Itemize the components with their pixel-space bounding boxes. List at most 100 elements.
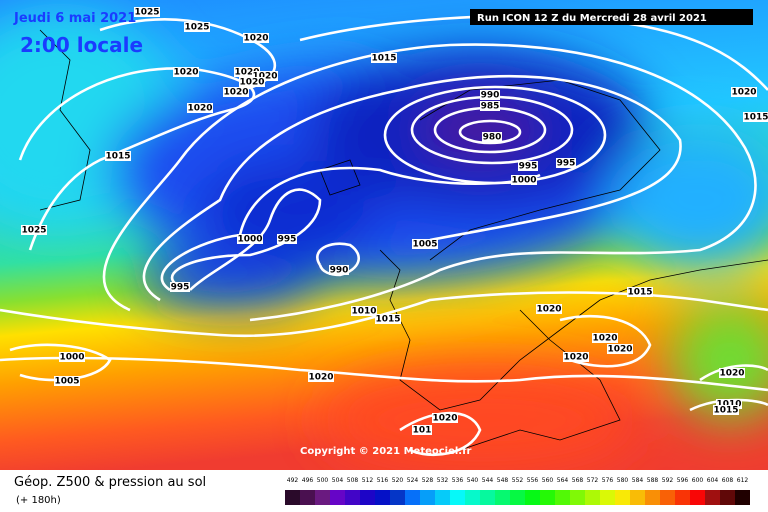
isobar-label-bg [607, 344, 633, 354]
scale-swatch [630, 490, 645, 505]
isobar-label: 995 [278, 235, 297, 245]
scale-label: 544 [482, 477, 494, 484]
scale-swatch [360, 490, 375, 505]
isobar-label: 1020 [536, 305, 561, 315]
isobar-label: 1025 [21, 226, 46, 236]
isobar-label-bg [170, 282, 190, 292]
scale-swatch [375, 490, 390, 505]
scale-label: 596 [677, 477, 689, 484]
scale-label: 520 [392, 477, 404, 484]
isobar-label-bg [480, 101, 500, 111]
scale-swatch [435, 490, 450, 505]
scale-label: 580 [617, 477, 629, 484]
isobar-label: 1020 [308, 373, 333, 383]
isobar-label: 1000 [511, 176, 536, 186]
isobar-label-bg [371, 53, 397, 63]
scale-swatch [285, 490, 300, 505]
copyright: Copyright © 2021 Meteociel.fr [300, 446, 471, 457]
scale-label: 560 [542, 477, 554, 484]
scale-swatch [540, 490, 555, 505]
scale-label: 528 [422, 477, 434, 484]
scale-label: 524 [407, 477, 419, 484]
scale-swatch [735, 490, 750, 505]
scale-swatch [480, 490, 495, 505]
isobar-label: 990 [481, 91, 500, 101]
scale-label: 612 [737, 477, 749, 484]
isobar-label: 1020 [173, 68, 198, 78]
isobar-label-bg [731, 87, 757, 97]
isobar-label: 990 [330, 266, 349, 276]
isobar-label: 995 [557, 159, 576, 169]
isobar-label-bg [243, 33, 269, 43]
scale-swatch [420, 490, 435, 505]
isobar-label: 1015 [627, 288, 652, 298]
isobar-label: 1020 [239, 78, 264, 88]
isobar-label: 1020 [252, 72, 277, 82]
isobar-label-bg [412, 425, 432, 435]
isobar-label-bg [105, 151, 131, 161]
scale-swatch [345, 490, 360, 505]
scale-swatch [300, 490, 315, 505]
isobar-label: 101 [413, 426, 432, 436]
scale-swatch [390, 490, 405, 505]
scale-label: 504 [332, 477, 344, 484]
isobar-label: 1005 [412, 240, 437, 250]
isobar-label-bg [234, 67, 260, 77]
isobar-label-bg [173, 67, 199, 77]
isobar-label: 1020 [432, 414, 457, 424]
isobar-label: 1025 [134, 8, 159, 18]
scale-swatch [600, 490, 615, 505]
isobar-label-bg [375, 314, 401, 324]
product-title: Géop. Z500 & pression au sol [14, 475, 206, 490]
isobar-label-bg [713, 405, 739, 415]
scale-label: 500 [317, 477, 329, 484]
isobar-label: 1015 [371, 54, 396, 64]
scale-swatch [705, 490, 720, 505]
scale-label: 568 [572, 477, 584, 484]
scale-swatch [675, 490, 690, 505]
scale-swatch [660, 490, 675, 505]
color-scale: 492 496 500 504 508 512 516 520 524 528 532 536 540 5… [285, 477, 750, 505]
scale-swatch [615, 490, 630, 505]
scale-swatch [315, 490, 330, 505]
scale-swatch [330, 490, 345, 505]
scale-swatch [645, 490, 660, 505]
isobar-label: 1020 [592, 334, 617, 344]
scale-label: 608 [722, 477, 734, 484]
scale-label: 556 [527, 477, 539, 484]
isobar-label-bg [187, 103, 213, 113]
isobar-label-bg [716, 399, 742, 409]
scale-label: 588 [647, 477, 659, 484]
isobar-label-bg [511, 175, 537, 185]
scale-label: 592 [662, 477, 674, 484]
scale-swatch [555, 490, 570, 505]
scale-swatch [450, 490, 465, 505]
isobar-label-bg [592, 333, 618, 343]
time: 2:00 locale [20, 33, 143, 57]
isobar-label-bg [252, 71, 278, 81]
isobar-label-bg [329, 265, 349, 275]
isobar-label: 980 [483, 133, 502, 143]
isobar-label: 1020 [731, 88, 756, 98]
scale-label: 532 [437, 477, 449, 484]
isobar-label: 1000 [59, 353, 84, 363]
isobar-label-bg [556, 158, 576, 168]
isobar-label-bg [482, 132, 502, 142]
isobar-label-bg [743, 112, 768, 122]
scale-swatch [525, 490, 540, 505]
isobar-label-bg [518, 161, 538, 171]
isobar-label-bg [184, 22, 210, 32]
scale-swatch [585, 490, 600, 505]
scale-label: 584 [632, 477, 644, 484]
isobar-label: 995 [171, 283, 190, 293]
scale-swatch [495, 490, 510, 505]
scale-label: 512 [362, 477, 374, 484]
isobar-label: 1020 [243, 34, 268, 44]
scale-swatch [465, 490, 480, 505]
scale-label: 536 [452, 477, 464, 484]
scale-swatch [690, 490, 705, 505]
forecast-hour: (+ 180h) [16, 495, 61, 506]
